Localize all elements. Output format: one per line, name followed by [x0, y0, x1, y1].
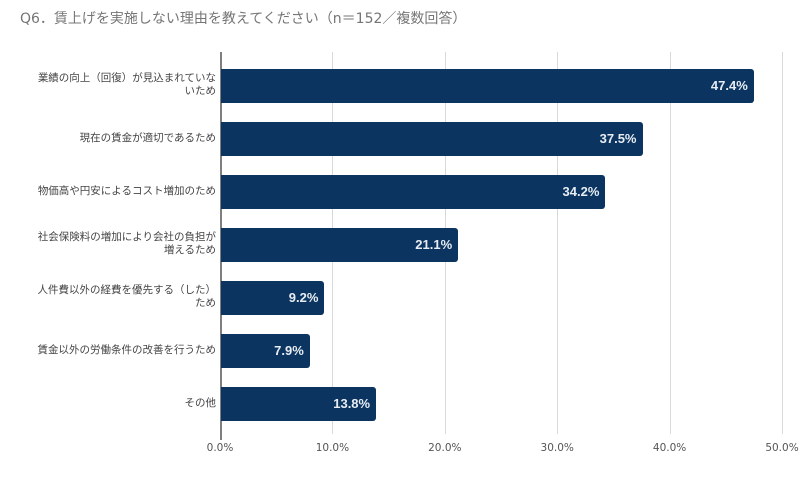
x-tick-label: 40.0% — [652, 442, 687, 454]
bar-value-label: 47.4% — [710, 78, 748, 93]
category-label: 現在の賃金が適切であるため — [79, 131, 216, 144]
bar-value-label: 7.9% — [274, 343, 304, 358]
bar-value-label: 9.2% — [288, 290, 319, 305]
bar: 9.2% — [221, 281, 325, 315]
x-tick-label: 20.0% — [428, 442, 462, 454]
category-label: 物価高や円安によるコスト増加のため — [37, 184, 216, 197]
category-label: その他 — [184, 396, 217, 409]
category-label: 人件費以外の経費を優先する（した） ため — [37, 284, 217, 309]
bar: 34.2% — [221, 175, 606, 209]
chart-title: Q6．賃上げを実施しない理由を教えてください（n＝152／複数回答） — [20, 11, 467, 27]
category-label: 社会保険料の増加により会社の負担が 増えるため — [37, 231, 216, 256]
bar-value-label: 34.2% — [562, 184, 600, 199]
plot-area: 47.4% 37.5% 34.2% 21.1% 9.2% 7.9% 13.8% — [220, 52, 783, 440]
bar: 37.5% — [221, 122, 643, 156]
category-label: 業績の向上（回復）が見込まれていな いため — [37, 72, 216, 97]
x-tick-label: 10.0% — [315, 442, 350, 454]
gridline — [782, 52, 783, 434]
bar: 47.4% — [221, 69, 754, 103]
x-tick-label: 50.0% — [765, 442, 799, 454]
gridline — [669, 52, 671, 434]
bar-value-label: 21.1% — [415, 237, 453, 252]
bar: 21.1% — [221, 228, 459, 262]
gridline — [557, 52, 559, 434]
bar-value-label: 13.8% — [333, 396, 371, 411]
bar: 13.8% — [221, 387, 377, 421]
x-tick-label: 0.0% — [206, 442, 234, 454]
category-label: 賃金以外の労働条件の改善を行うため — [37, 343, 217, 356]
bar: 7.9% — [221, 334, 310, 368]
x-tick-label: 30.0% — [540, 442, 574, 454]
bar-value-label: 37.5% — [599, 131, 637, 146]
